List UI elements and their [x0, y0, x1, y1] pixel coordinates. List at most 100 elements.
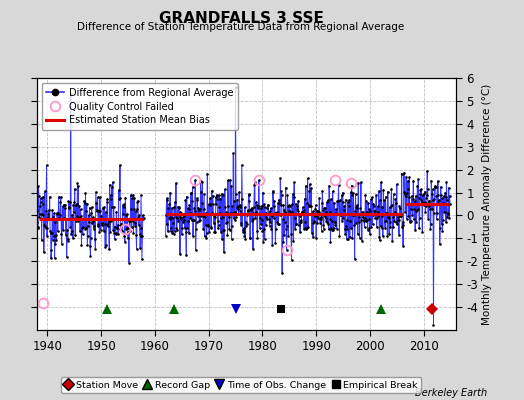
Point [96, 194, 104, 200]
Point [436, 225, 444, 232]
Point [399, 222, 408, 228]
Point [348, 234, 357, 241]
Point [277, 188, 286, 194]
Point [129, 230, 138, 236]
Point [318, 200, 326, 206]
Point [183, 205, 192, 212]
Point [82, 208, 91, 214]
Point [272, 209, 281, 216]
Point [390, 209, 399, 215]
Point [191, 246, 200, 253]
Point [74, 218, 82, 224]
Point [384, 188, 392, 195]
Point [116, 162, 124, 168]
Point [113, 225, 122, 232]
Point [264, 202, 272, 209]
Point [300, 226, 308, 232]
Point [126, 192, 135, 198]
Point [225, 225, 234, 232]
Point [173, 215, 181, 222]
Point [359, 217, 368, 224]
Point [422, 194, 431, 201]
Point [77, 206, 85, 212]
Point [217, 191, 226, 197]
Point [386, 219, 395, 225]
Point [260, 236, 269, 242]
Point [123, 210, 132, 217]
Point [222, 218, 231, 225]
Point [397, 211, 406, 217]
Point [254, 203, 262, 209]
Point [54, 210, 62, 217]
Point [249, 210, 258, 216]
Point [394, 217, 402, 223]
Point [194, 213, 202, 219]
Point [215, 204, 224, 210]
Point [433, 192, 442, 198]
Point [84, 222, 92, 229]
Point [172, 225, 181, 231]
Point [302, 182, 310, 189]
Point [59, 226, 67, 233]
Point [200, 206, 208, 212]
Point [33, 208, 41, 214]
Point [183, 225, 191, 231]
Point [216, 195, 224, 202]
Point [425, 198, 433, 204]
Point [227, 236, 236, 242]
Point [66, 224, 74, 230]
Point [257, 220, 265, 227]
Point [417, 197, 425, 203]
Point [247, 206, 255, 212]
Point [347, 182, 356, 189]
Point [368, 194, 376, 200]
Point [385, 215, 393, 222]
Point [373, 203, 381, 210]
Point [188, 217, 196, 224]
Point [119, 204, 128, 210]
Point [89, 218, 97, 224]
Point [394, 214, 402, 220]
Point [310, 219, 319, 226]
Point [39, 193, 47, 200]
Point [250, 179, 259, 185]
Point [265, 222, 274, 229]
Point [325, 182, 333, 189]
Point [323, 199, 331, 206]
Point [200, 191, 209, 197]
Point [253, 228, 261, 234]
Point [241, 204, 249, 210]
Point [94, 223, 102, 229]
Point [364, 216, 373, 222]
Point [330, 219, 339, 225]
Point [86, 235, 95, 241]
Point [379, 211, 388, 218]
Point [332, 210, 341, 216]
Point [372, 211, 380, 218]
Point [85, 205, 94, 211]
Point [86, 253, 95, 259]
Point [96, 226, 105, 233]
Point [132, 232, 140, 238]
Point [363, 216, 371, 223]
Point [398, 223, 406, 230]
Point [299, 207, 308, 214]
Point [248, 216, 257, 222]
Point [81, 226, 89, 232]
Point [190, 216, 198, 223]
Point [415, 225, 423, 232]
Point [409, 196, 417, 202]
Point [316, 220, 324, 226]
Point [278, 192, 286, 198]
Point [37, 195, 45, 202]
Point [318, 228, 326, 234]
Point [228, 202, 237, 209]
Point [388, 202, 396, 208]
Point [244, 208, 252, 214]
Point [294, 198, 302, 204]
Point [365, 206, 373, 212]
Point [335, 232, 344, 239]
Point [101, 243, 110, 250]
Point [369, 212, 377, 218]
Point [77, 213, 85, 220]
